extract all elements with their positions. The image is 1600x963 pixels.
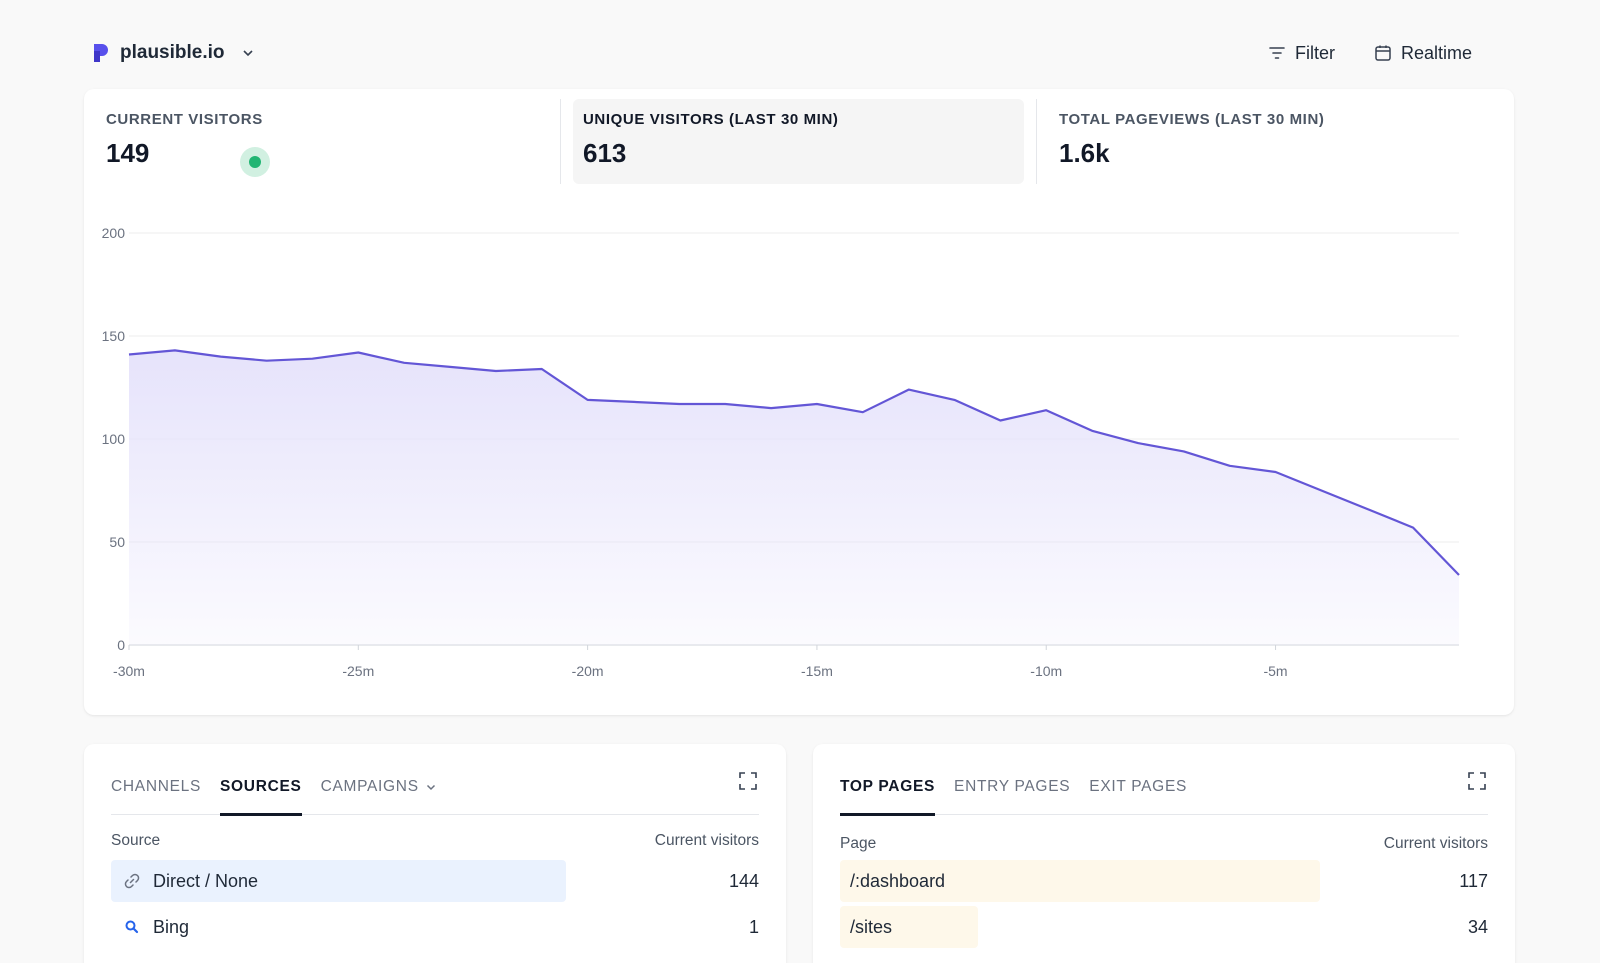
stat-label: UNIQUE VISITORS (LAST 30 MIN) [583,111,839,128]
source-value: 144 [728,870,759,891]
stat-total-pageviews[interactable]: TOTAL PAGEVIEWS (LAST 30 MIN) 1.6k [1036,99,1512,184]
col-current-visitors: Current visitors [654,832,759,849]
x-tick-label: -10m [1030,663,1062,679]
stat-label: CURRENT VISITORS [106,111,263,128]
visitors-area-chart[interactable]: 0 50 100 150 200 -30m -25m -20m -15m -10m -5m [84,219,1514,689]
live-dot-icon [240,147,270,177]
x-tick-label: -15m [801,663,833,679]
realtime-button[interactable]: Realtime [1373,43,1472,64]
expand-icon[interactable] [738,771,758,791]
col-current-visitors: Current visitors [1383,835,1488,852]
col-source: Source [111,832,161,849]
sources-tabs: CHANNELS SOURCES CAMPAIGNS [111,771,759,816]
main-graph-card: CURRENT VISITORS 149 UNIQUE VISITORS (LA… [84,89,1514,715]
col-page: Page [840,835,877,852]
source-label: Bing [153,916,190,937]
series-line [128,349,1460,576]
tab-sources[interactable]: SOURCES [220,771,302,816]
top-bar: plausible.io Filter Realtime [92,36,1472,70]
sources-column-header: Source Current visitors [111,832,759,850]
pages-tabs: TOP PAGES ENTRY PAGES EXIT PAGES [840,771,1488,816]
y-tick-label: 100 [102,431,126,447]
page-value: 34 [1467,916,1488,937]
y-tick-label: 150 [102,328,126,344]
stat-value: 1.6k [1059,138,1110,168]
stat-value: 613 [583,138,627,168]
calendar-icon [1375,45,1391,61]
x-tick-label: -5m [1263,663,1287,679]
page-bar [840,906,978,948]
search-icon [125,920,139,934]
page-label: /sites [850,916,893,937]
tab-channels[interactable]: CHANNELS [111,777,202,795]
plausible-logo-icon [94,44,108,62]
list-item[interactable]: Bing 1 [111,906,759,948]
pages-card: TOP PAGES ENTRY PAGES EXIT PAGES Page Cu… [813,744,1515,963]
series-area [129,350,1459,645]
source-label: Direct / None [153,870,259,891]
page-bar [840,860,1320,902]
realtime-label: Realtime [1400,42,1472,63]
stat-current-visitors[interactable]: CURRENT VISITORS 149 [84,89,560,189]
site-name: plausible.io [120,42,225,63]
stat-value: 149 [106,138,150,168]
page-value: 117 [1459,870,1488,891]
page-label: /:dashboard [850,870,946,891]
stat-unique-visitors[interactable]: UNIQUE VISITORS (LAST 30 MIN) 613 [560,99,1036,184]
top-stats: CURRENT VISITORS 149 UNIQUE VISITORS (LA… [84,89,1514,189]
x-tick-label: -25m [342,663,374,679]
link-icon [124,873,140,889]
tab-campaigns[interactable]: CAMPAIGNS [321,771,437,815]
tab-top-pages[interactable]: TOP PAGES [840,771,936,816]
site-switcher[interactable]: plausible.io [92,42,255,64]
stat-label: TOTAL PAGEVIEWS (LAST 30 MIN) [1059,111,1325,128]
list-item[interactable]: /:dashboard 117 [840,860,1488,902]
y-tick-label: 50 [109,534,125,550]
tab-entry-pages[interactable]: ENTRY PAGES [954,777,1071,795]
filter-label: Filter [1294,42,1335,63]
x-tick-label: -20m [572,663,604,679]
expand-icon[interactable] [1467,771,1487,791]
y-tick-label: 0 [117,637,125,653]
sources-card: CHANNELS SOURCES CAMPAIGNS Source Curren… [84,744,786,963]
source-bar [111,860,566,902]
filter-button[interactable]: Filter [1267,43,1335,64]
list-item[interactable]: /sites 34 [840,906,1488,948]
list-item[interactable]: Direct / None 144 [111,860,759,902]
source-value: 1 [748,916,759,937]
chevron-down-icon [242,50,253,57]
x-tick-label: -30m [113,663,145,679]
y-tick-label: 200 [102,225,126,241]
pages-column-header: Page Current visitors [840,835,1488,853]
filter-icon [1269,47,1285,59]
chevron-down-icon [426,784,435,790]
tab-exit-pages[interactable]: EXIT PAGES [1089,777,1188,795]
